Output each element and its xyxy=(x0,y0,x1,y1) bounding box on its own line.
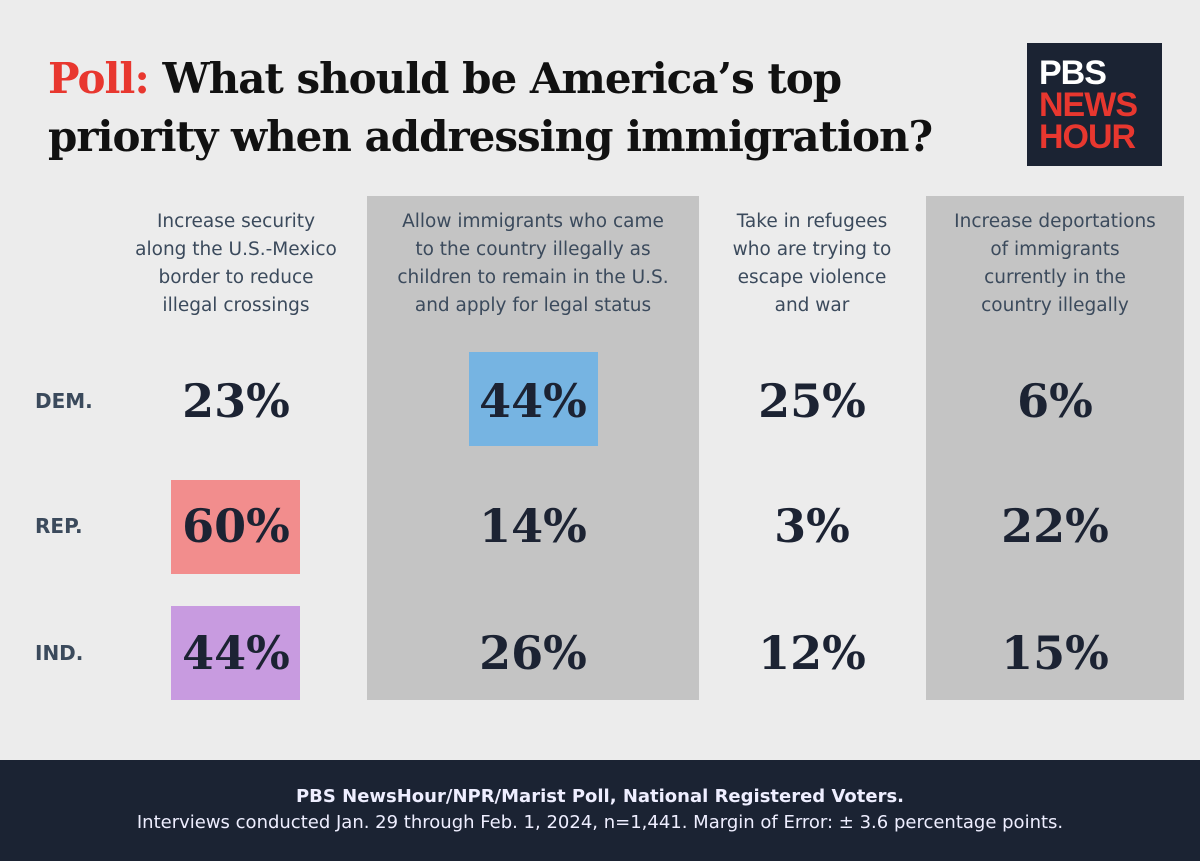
header-line: who are trying to xyxy=(732,239,892,260)
cell-value: 25% xyxy=(758,374,866,428)
header-line: border to reduce xyxy=(158,267,314,288)
column-shade xyxy=(926,196,1184,700)
header-line: and war xyxy=(774,295,850,316)
cell-value: 6% xyxy=(1017,374,1093,428)
row-label: DEM. xyxy=(35,389,93,413)
header-line: Allow immigrants who came xyxy=(402,211,664,232)
column-header: Increase security along the U.S.-Mexico bo… xyxy=(135,208,337,320)
row-label: IND. xyxy=(35,641,84,665)
logo-text: NEWS xyxy=(1039,86,1138,124)
column-header: Increase deportations of immigrants curren… xyxy=(954,208,1156,320)
source: PBS NewsHour/NPR/Marist Poll, National R… xyxy=(295,786,905,807)
cell-value: 22% xyxy=(1001,499,1109,553)
header-line: illegal crossings xyxy=(162,295,310,316)
cell-value: 12% xyxy=(758,626,866,680)
cell-value: 23% xyxy=(182,374,290,428)
cell-value: 60% xyxy=(182,499,290,553)
logo: PBS NEWS HOUR xyxy=(1027,43,1162,166)
header-line: escape violence xyxy=(737,267,887,288)
title-line: What should be America’s top xyxy=(162,54,843,103)
row-label: REP. xyxy=(35,514,83,538)
highlight xyxy=(171,480,300,574)
cell-value: 15% xyxy=(1001,626,1109,680)
title-line: priority when addressing immigration? xyxy=(48,112,933,161)
cell-value: 14% xyxy=(479,499,587,553)
footer: PBS NewsHour/NPR/Marist Poll, National R… xyxy=(0,760,1200,861)
column-header: Take in refugees who are trying to escape … xyxy=(733,208,892,320)
cell-value: 3% xyxy=(774,499,850,553)
header-line: Increase deportations xyxy=(954,211,1156,232)
logo-text: HOUR xyxy=(1039,118,1136,156)
header-line: and apply for legal status xyxy=(414,295,652,316)
logo-text: PBS xyxy=(1039,54,1107,92)
cell-value: 44% xyxy=(182,626,290,680)
note: Interviews conducted Jan. 29 through Feb… xyxy=(136,812,1064,833)
header-line: along the U.S.-Mexico xyxy=(135,239,337,260)
title: Poll: What should be America’s top priori… xyxy=(48,50,933,166)
header-line: of immigrants xyxy=(990,239,1120,260)
header-line: children to remain in the U.S. xyxy=(397,267,669,288)
header-line: Increase security xyxy=(156,211,316,232)
header-line: to the country illegally as xyxy=(415,239,651,260)
cell-value: 44% xyxy=(479,374,587,428)
header-line: Take in refugees xyxy=(736,211,888,232)
column-header: Allow immigrants who came to the country … xyxy=(397,208,668,320)
highlight xyxy=(469,352,598,446)
header-line: country illegally xyxy=(981,295,1129,316)
column-shade xyxy=(367,196,699,700)
cell-value: 26% xyxy=(479,626,587,680)
highlight xyxy=(171,606,300,700)
header-line: currently in the xyxy=(984,267,1126,288)
title-label: Poll: xyxy=(48,54,150,103)
